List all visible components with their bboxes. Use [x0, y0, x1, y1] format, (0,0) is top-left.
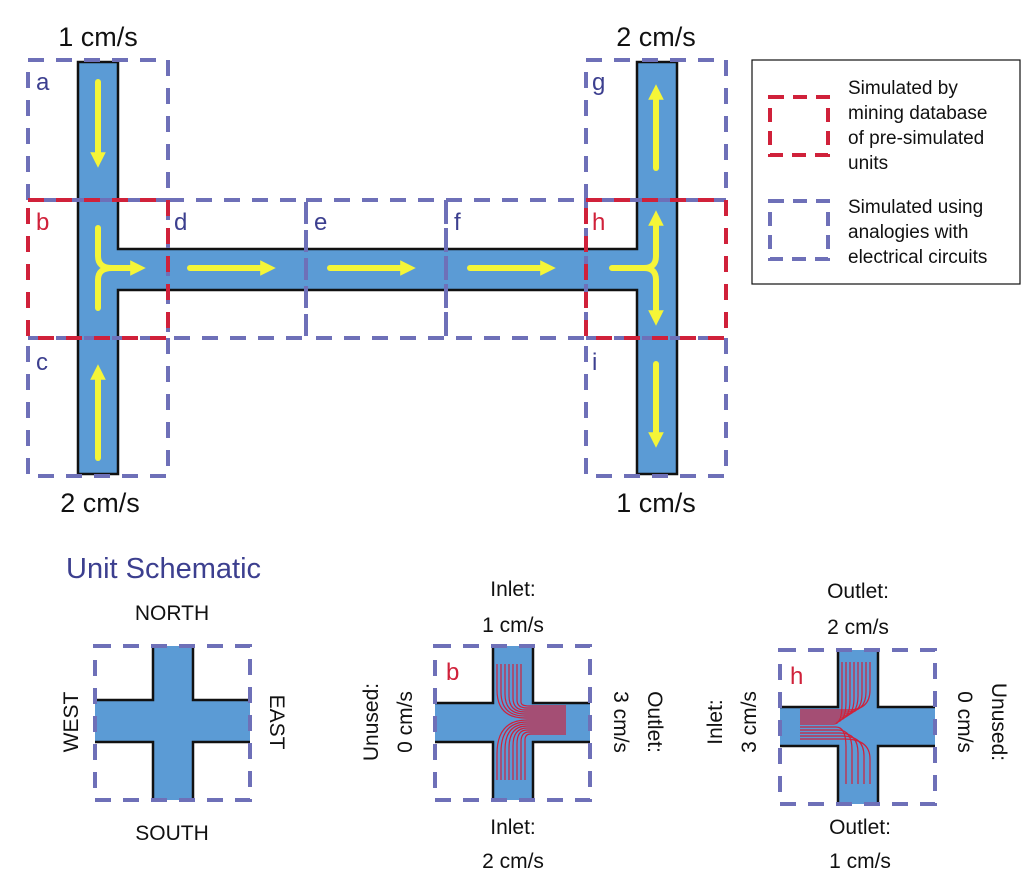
flow-bottom-left: 2 cm/s — [60, 488, 140, 518]
unit-label-b: b — [36, 209, 49, 236]
unit-b-detail: b Inlet: 1 cm/s Inlet: 2 cm/s Unused: 0 … — [360, 578, 666, 873]
unit-b-label: b — [446, 659, 459, 686]
flow-top-right: 2 cm/s — [616, 22, 696, 52]
legend-swatch-mined — [768, 95, 830, 157]
unit-label-h: h — [592, 209, 605, 236]
unit-b-north-1: Inlet: — [490, 578, 536, 601]
unit-b-south-2: 2 cm/s — [482, 850, 544, 873]
schematic-cross-walls — [95, 646, 250, 800]
unit-b-north-2: 1 cm/s — [482, 614, 544, 637]
unit-label-a: a — [36, 69, 50, 96]
unit-label-e: e — [314, 209, 327, 236]
legend-mined-line-3: of pre-simulated — [848, 128, 984, 149]
legend-circuit-line-3: electrical circuits — [848, 247, 987, 268]
flow-arrows — [90, 79, 664, 461]
flow-bottom-right: 1 cm/s — [616, 488, 696, 518]
legend-mined-line-4: units — [848, 153, 888, 174]
unit-b-east-2: 3 cm/s — [609, 691, 632, 753]
schematic-south: SOUTH — [135, 822, 209, 845]
schematic-east: EAST — [265, 695, 288, 750]
legend-mined-line-1: Simulated by — [848, 78, 958, 99]
unit-box-h — [584, 198, 728, 340]
unit-h-box — [778, 648, 937, 806]
unit-b-south-1: Inlet: — [490, 816, 536, 839]
legend: Simulated by mining database of pre-simu… — [751, 59, 1021, 285]
unit-h-label: h — [790, 663, 803, 690]
unit-h-south-2: 1 cm/s — [829, 850, 891, 873]
schematic-cross — [95, 646, 250, 800]
unit-h-north-1: Outlet: — [827, 580, 889, 603]
mined-unit-boxes — [26, 198, 728, 340]
unit-h-north-2: 2 cm/s — [827, 616, 889, 639]
unit-b-west-2: 0 cm/s — [394, 691, 417, 753]
unit-b-east-1: Outlet: — [643, 691, 666, 753]
unit-h-streamlines — [800, 662, 871, 784]
unit-label-g: g — [592, 69, 605, 96]
legend-mined-line-2: mining database — [848, 103, 987, 124]
unit-h-cross-walls — [780, 650, 935, 804]
flow-arrow-h-split-down — [641, 265, 664, 326]
unit-label-i: i — [592, 349, 597, 376]
legend-swatch-circuit — [768, 199, 830, 261]
flow-top-left: 1 cm/s — [58, 22, 138, 52]
unit-b-cross-walls — [435, 646, 590, 800]
legend-circuit-line-1: Simulated using — [848, 197, 983, 218]
unit-h-cross — [780, 650, 935, 804]
schematic-title: Unit Schematic — [66, 553, 261, 585]
unit-label-f: f — [454, 209, 461, 236]
flow-arrow-b-merge-lower — [95, 265, 115, 311]
unit-b-west-1: Unused: — [360, 683, 383, 761]
unit-b-streamlines — [496, 664, 566, 780]
unit-b-box — [433, 644, 592, 802]
schematic-west: WEST — [60, 692, 83, 753]
unit-letters: a b c d e f g h i — [36, 69, 605, 376]
unit-h-south-1: Outlet: — [829, 816, 891, 839]
flow-rate-labels: 1 cm/s 2 cm/s 2 cm/s 1 cm/s — [58, 22, 696, 518]
schematic-box — [93, 644, 252, 802]
unit-box-b — [26, 198, 170, 340]
legend-circuit-line-2: analogies with — [848, 222, 968, 243]
schematic-north: NORTH — [135, 602, 209, 625]
unit-label-d: d — [174, 209, 187, 236]
unit-label-c: c — [36, 349, 48, 376]
unit-h-west-1: Inlet: — [704, 699, 727, 745]
unit-h-detail: h Outlet: 2 cm/s Outlet: 1 cm/s Inlet: 3… — [704, 580, 1010, 873]
unit-h-east-2: 0 cm/s — [953, 691, 976, 753]
unit-h-west-2: 3 cm/s — [738, 691, 761, 753]
unit-h-east-1: Unused: — [987, 683, 1010, 761]
unit-schematic: NORTH SOUTH WEST EAST — [60, 602, 288, 845]
